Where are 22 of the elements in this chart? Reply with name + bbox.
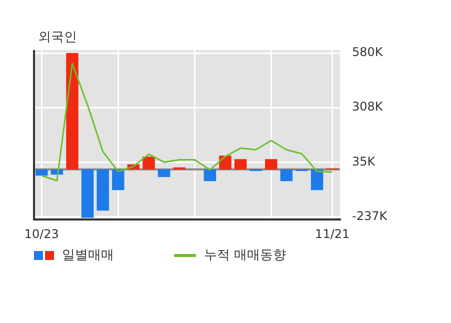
chart-title: 외국인	[38, 29, 77, 46]
y-tick-label: 580K	[352, 45, 384, 60]
legend-label: 일별매매	[62, 247, 114, 264]
bar	[142, 156, 155, 170]
bar	[234, 159, 247, 170]
bar	[219, 156, 232, 170]
bar	[81, 169, 94, 218]
bar	[310, 169, 324, 190]
bar	[204, 169, 216, 182]
bar	[96, 169, 109, 211]
y-tick-label: 308K	[352, 100, 384, 114]
y-tick-label: -237K	[352, 209, 388, 224]
x-tick-label: 11/21	[315, 226, 350, 241]
bar	[280, 169, 293, 182]
bar	[36, 169, 48, 176]
bar	[66, 53, 78, 170]
bar	[112, 169, 124, 190]
legend-label: 누적 매매동향	[204, 247, 286, 264]
y-tick-label: 35K	[352, 154, 376, 169]
bar	[265, 159, 278, 170]
x-tick-label: 10/23	[24, 226, 59, 241]
bar	[158, 169, 170, 178]
